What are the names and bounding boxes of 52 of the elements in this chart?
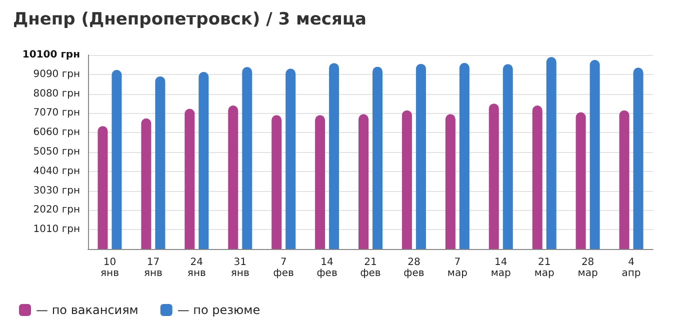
y-tick-label: 6060 грн bbox=[33, 127, 80, 138]
bar bbox=[329, 63, 340, 249]
bar bbox=[590, 60, 600, 249]
y-tick-label: 5050 грн bbox=[33, 146, 80, 158]
x-tick-label: 21 мар bbox=[534, 257, 554, 279]
legend-label: — по вакансиям bbox=[36, 303, 138, 317]
bar bbox=[633, 68, 644, 249]
x-tick-label: 21 фев bbox=[360, 257, 381, 279]
y-tick-label: 8080 грн bbox=[33, 88, 80, 100]
x-tick-label: 14 мар bbox=[490, 257, 511, 279]
bar bbox=[502, 64, 513, 249]
x-tick-label: 10 янв bbox=[100, 257, 120, 279]
bar bbox=[372, 66, 382, 249]
bar bbox=[141, 118, 152, 249]
x-tick-label: 7 фев bbox=[273, 257, 294, 279]
bar bbox=[155, 76, 166, 249]
y-tick-label: 4040 грн bbox=[33, 166, 80, 177]
x-tick-label: 14 фев bbox=[316, 257, 338, 279]
x-tick-label: 24 янв bbox=[187, 257, 206, 279]
bar bbox=[546, 57, 556, 249]
y-tick-label: 1010 грн bbox=[33, 224, 80, 236]
bar bbox=[459, 62, 470, 249]
bar bbox=[286, 68, 296, 249]
y-tick-label: 9090 грн bbox=[33, 68, 80, 80]
bar bbox=[445, 114, 456, 249]
bar bbox=[272, 115, 282, 249]
y-tick-label: 2020 грн bbox=[33, 204, 80, 216]
x-tick-label: 28 фев bbox=[404, 257, 424, 279]
bar bbox=[315, 115, 326, 249]
bar bbox=[112, 70, 122, 249]
bar bbox=[416, 64, 426, 249]
bar bbox=[242, 67, 252, 249]
bar bbox=[358, 114, 368, 249]
bar bbox=[576, 112, 586, 249]
chart-title: Днепр (Днепропетровск) / 3 месяца bbox=[13, 10, 366, 30]
y-tick-label: 10100 грн bbox=[22, 50, 80, 60]
bar bbox=[402, 110, 412, 249]
bar bbox=[98, 126, 108, 249]
x-tick-label: 17 янв bbox=[144, 257, 163, 279]
legend-label: — по резюме bbox=[177, 303, 260, 317]
bar bbox=[488, 104, 499, 249]
bar bbox=[198, 72, 209, 249]
x-tick-label: 28 мар bbox=[578, 257, 598, 279]
y-tick-label: 3030 грн bbox=[33, 185, 80, 196]
x-tick-label: 4 апр bbox=[622, 257, 641, 279]
bar bbox=[532, 106, 542, 249]
x-tick-label: 7 мар bbox=[447, 257, 468, 279]
bar bbox=[228, 106, 238, 249]
bar bbox=[619, 110, 630, 249]
x-tick-label: 31 янв bbox=[230, 257, 250, 279]
y-tick-label: 7070 грн bbox=[33, 108, 80, 119]
bar bbox=[184, 108, 195, 249]
